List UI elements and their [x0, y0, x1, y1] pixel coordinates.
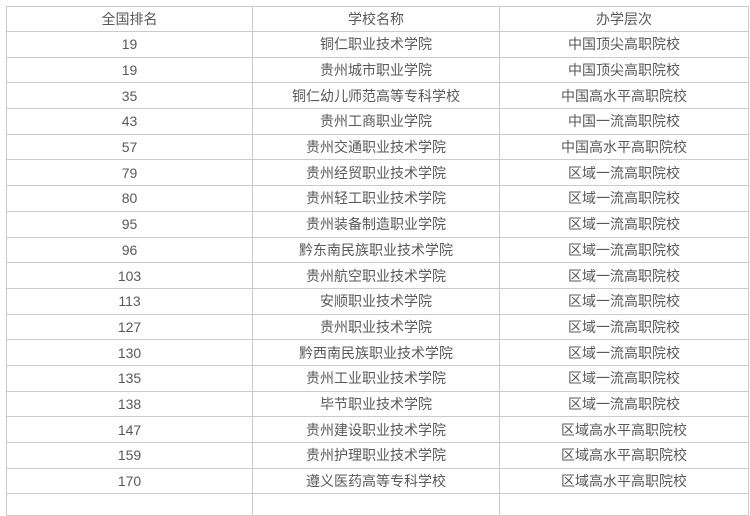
- level-cell: 区域一流高职院校: [499, 236, 749, 264]
- table-row: 127 贵州职业技术学院 区域一流高职院校: [6, 313, 749, 341]
- level-cell: 区域一流高职院校: [499, 390, 749, 418]
- rank-cell: 138: [6, 390, 253, 418]
- rank-cell: 170: [6, 467, 253, 495]
- rank-cell: 43: [6, 108, 253, 135]
- table-row: 147 贵州建设职业技术学院 区域高水平高职院校: [6, 416, 749, 443]
- table-row: 96 黔东南民族职业技术学院 区域一流高职院校: [6, 236, 749, 264]
- school-cell: 贵州航空职业技术学院: [252, 262, 500, 289]
- rank-cell: 159: [6, 442, 253, 469]
- rank-cell: 35: [6, 82, 253, 110]
- school-cell: 贵州工业职业技术学院: [252, 364, 500, 392]
- school-cell: 贵州职业技术学院: [252, 313, 500, 341]
- school-cell: 贵州交通职业技术学院: [252, 133, 500, 161]
- school-cell: 铜仁职业技术学院: [252, 31, 500, 58]
- partial-table-row: [6, 493, 749, 516]
- rank-cell: 135: [6, 364, 253, 392]
- level-cell: 中国高水平高职院校: [499, 82, 749, 110]
- table-header: 全国排名 学校名称 办学层次: [6, 6, 749, 32]
- level-cell: 中国一流高职院校: [499, 108, 749, 135]
- table-row: 159 贵州护理职业技术学院 区域高水平高职院校: [6, 442, 749, 469]
- table-row: 170 遵义医药高等专科学校 区域高水平高职院校: [6, 467, 749, 495]
- level-cell: 区域一流高职院校: [499, 159, 749, 187]
- level-cell: 区域一流高职院校: [499, 339, 749, 366]
- level-cell: 区域高水平高职院校: [499, 442, 749, 469]
- school-cell: 贵州城市职业学院: [252, 56, 500, 84]
- rank-cell: 19: [6, 31, 253, 58]
- level-cell: 中国顶尖高职院校: [499, 56, 749, 84]
- table-row: 80 贵州轻工职业技术学院 区域一流高职院校: [6, 185, 749, 212]
- table-row: 19 铜仁职业技术学院 中国顶尖高职院校: [6, 31, 749, 58]
- rank-cell: 130: [6, 339, 253, 366]
- school-cell: 毕节职业技术学院: [252, 390, 500, 418]
- ranking-table: 全国排名 学校名称 办学层次 19 铜仁职业技术学院 中国顶尖高职院校 19 贵…: [6, 6, 749, 516]
- school-cell: 贵州工商职业学院: [252, 108, 500, 135]
- school-cell: 贵州经贸职业技术学院: [252, 159, 500, 187]
- school-cell: 安顺职业技术学院: [252, 287, 500, 315]
- school-cell: [252, 493, 500, 516]
- school-cell: 遵义医药高等专科学校: [252, 467, 500, 495]
- table-row: 138 毕节职业技术学院 区域一流高职院校: [6, 390, 749, 418]
- rank-cell: 147: [6, 416, 253, 443]
- school-cell: 贵州轻工职业技术学院: [252, 185, 500, 212]
- rank-cell: 19: [6, 56, 253, 84]
- table-row: 19 贵州城市职业学院 中国顶尖高职院校: [6, 56, 749, 84]
- rank-cell: 127: [6, 313, 253, 341]
- table-body: 19 铜仁职业技术学院 中国顶尖高职院校 19 贵州城市职业学院 中国顶尖高职院…: [6, 31, 749, 516]
- table-row: 79 贵州经贸职业技术学院 区域一流高职院校: [6, 159, 749, 187]
- table-row: 113 安顺职业技术学院 区域一流高职院校: [6, 287, 749, 315]
- header-row: 全国排名 学校名称 办学层次: [6, 6, 749, 32]
- level-cell: [499, 493, 749, 516]
- level-cell: 中国高水平高职院校: [499, 133, 749, 161]
- school-cell: 贵州建设职业技术学院: [252, 416, 500, 443]
- level-cell: 区域一流高职院校: [499, 262, 749, 289]
- level-cell: 区域高水平高职院校: [499, 416, 749, 443]
- table-row: 43 贵州工商职业学院 中国一流高职院校: [6, 108, 749, 135]
- table-row: 35 铜仁幼儿师范高等专科学校 中国高水平高职院校: [6, 82, 749, 110]
- table-row: 135 贵州工业职业技术学院 区域一流高职院校: [6, 364, 749, 392]
- ranking-table-container: 全国排名 学校名称 办学层次 19 铜仁职业技术学院 中国顶尖高职院校 19 贵…: [6, 6, 749, 516]
- school-cell: 铜仁幼儿师范高等专科学校: [252, 82, 500, 110]
- header-rank: 全国排名: [6, 6, 253, 32]
- rank-cell: [6, 493, 253, 516]
- level-cell: 区域一流高职院校: [499, 185, 749, 212]
- table-row: 103 贵州航空职业技术学院 区域一流高职院校: [6, 262, 749, 289]
- level-cell: 中国顶尖高职院校: [499, 31, 749, 58]
- rank-cell: 79: [6, 159, 253, 187]
- level-cell: 区域一流高职院校: [499, 287, 749, 315]
- rank-cell: 57: [6, 133, 253, 161]
- table-row: 57 贵州交通职业技术学院 中国高水平高职院校: [6, 133, 749, 161]
- header-school: 学校名称: [252, 6, 500, 32]
- rank-cell: 95: [6, 210, 253, 238]
- school-cell: 贵州护理职业技术学院: [252, 442, 500, 469]
- rank-cell: 96: [6, 236, 253, 264]
- rank-cell: 103: [6, 262, 253, 289]
- school-cell: 黔西南民族职业技术学院: [252, 339, 500, 366]
- level-cell: 区域一流高职院校: [499, 313, 749, 341]
- rank-cell: 113: [6, 287, 253, 315]
- level-cell: 区域高水平高职院校: [499, 467, 749, 495]
- table-row: 130 黔西南民族职业技术学院 区域一流高职院校: [6, 339, 749, 366]
- rank-cell: 80: [6, 185, 253, 212]
- header-level: 办学层次: [499, 6, 749, 32]
- table-row: 95 贵州装备制造职业学院 区域一流高职院校: [6, 210, 749, 238]
- level-cell: 区域一流高职院校: [499, 210, 749, 238]
- school-cell: 贵州装备制造职业学院: [252, 210, 500, 238]
- school-cell: 黔东南民族职业技术学院: [252, 236, 500, 264]
- level-cell: 区域一流高职院校: [499, 364, 749, 392]
